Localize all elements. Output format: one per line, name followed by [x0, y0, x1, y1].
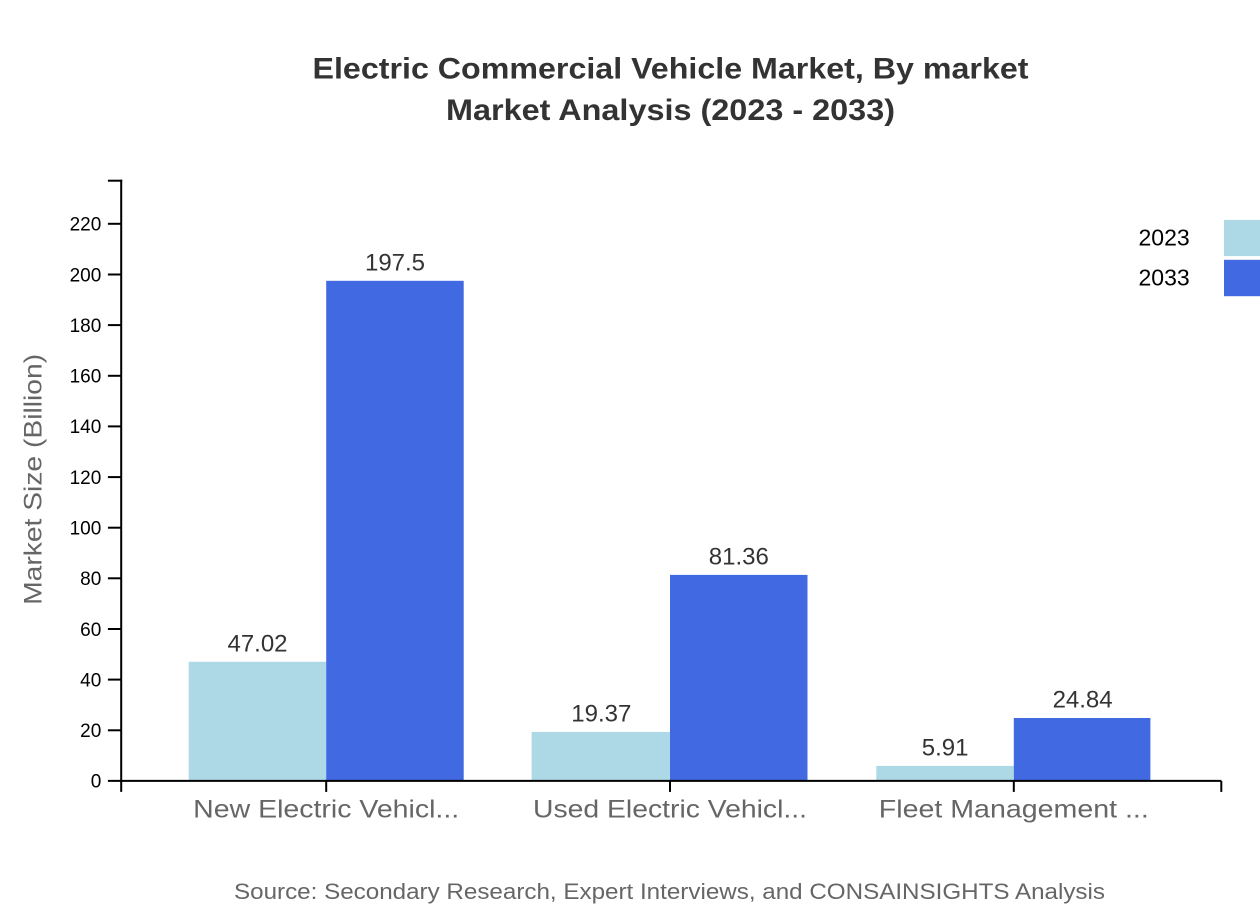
svg-text:Market Analysis (2023 - 2033): Market Analysis (2023 - 2033)	[446, 94, 895, 127]
svg-text:81.36: 81.36	[709, 543, 769, 570]
svg-text:Used Electric Vehicl...: Used Electric Vehicl...	[533, 795, 807, 823]
svg-text:200: 200	[70, 265, 102, 286]
svg-text:40: 40	[80, 670, 101, 691]
svg-text:180: 180	[70, 316, 102, 337]
svg-text:60: 60	[80, 620, 101, 641]
svg-text:19.37: 19.37	[571, 700, 631, 727]
svg-text:140: 140	[70, 417, 102, 438]
svg-text:2033: 2033	[1139, 265, 1190, 291]
svg-text:Market Size (Billion): Market Size (Billion)	[20, 354, 48, 605]
svg-text:120: 120	[70, 468, 102, 489]
svg-text:197.5: 197.5	[365, 249, 425, 276]
svg-text:Fleet Management ...: Fleet Management ...	[879, 795, 1149, 823]
svg-text:100: 100	[70, 519, 102, 540]
svg-text:Source: Secondary Research, Ex: Source: Secondary Research, Expert Inter…	[234, 879, 1105, 904]
svg-text:New Electric Vehicl...: New Electric Vehicl...	[193, 795, 459, 823]
svg-text:160: 160	[70, 367, 102, 388]
svg-text:220: 220	[70, 215, 102, 236]
svg-text:0: 0	[91, 772, 102, 793]
svg-text:2023: 2023	[1139, 225, 1190, 251]
svg-text:24.84: 24.84	[1053, 687, 1113, 714]
svg-text:47.02: 47.02	[227, 630, 287, 657]
svg-text:80: 80	[80, 569, 101, 590]
svg-text:Electric Commercial Vehicle Ma: Electric Commercial Vehicle Market, By m…	[313, 53, 1029, 86]
svg-text:20: 20	[80, 721, 101, 742]
svg-text:5.91: 5.91	[922, 734, 969, 761]
